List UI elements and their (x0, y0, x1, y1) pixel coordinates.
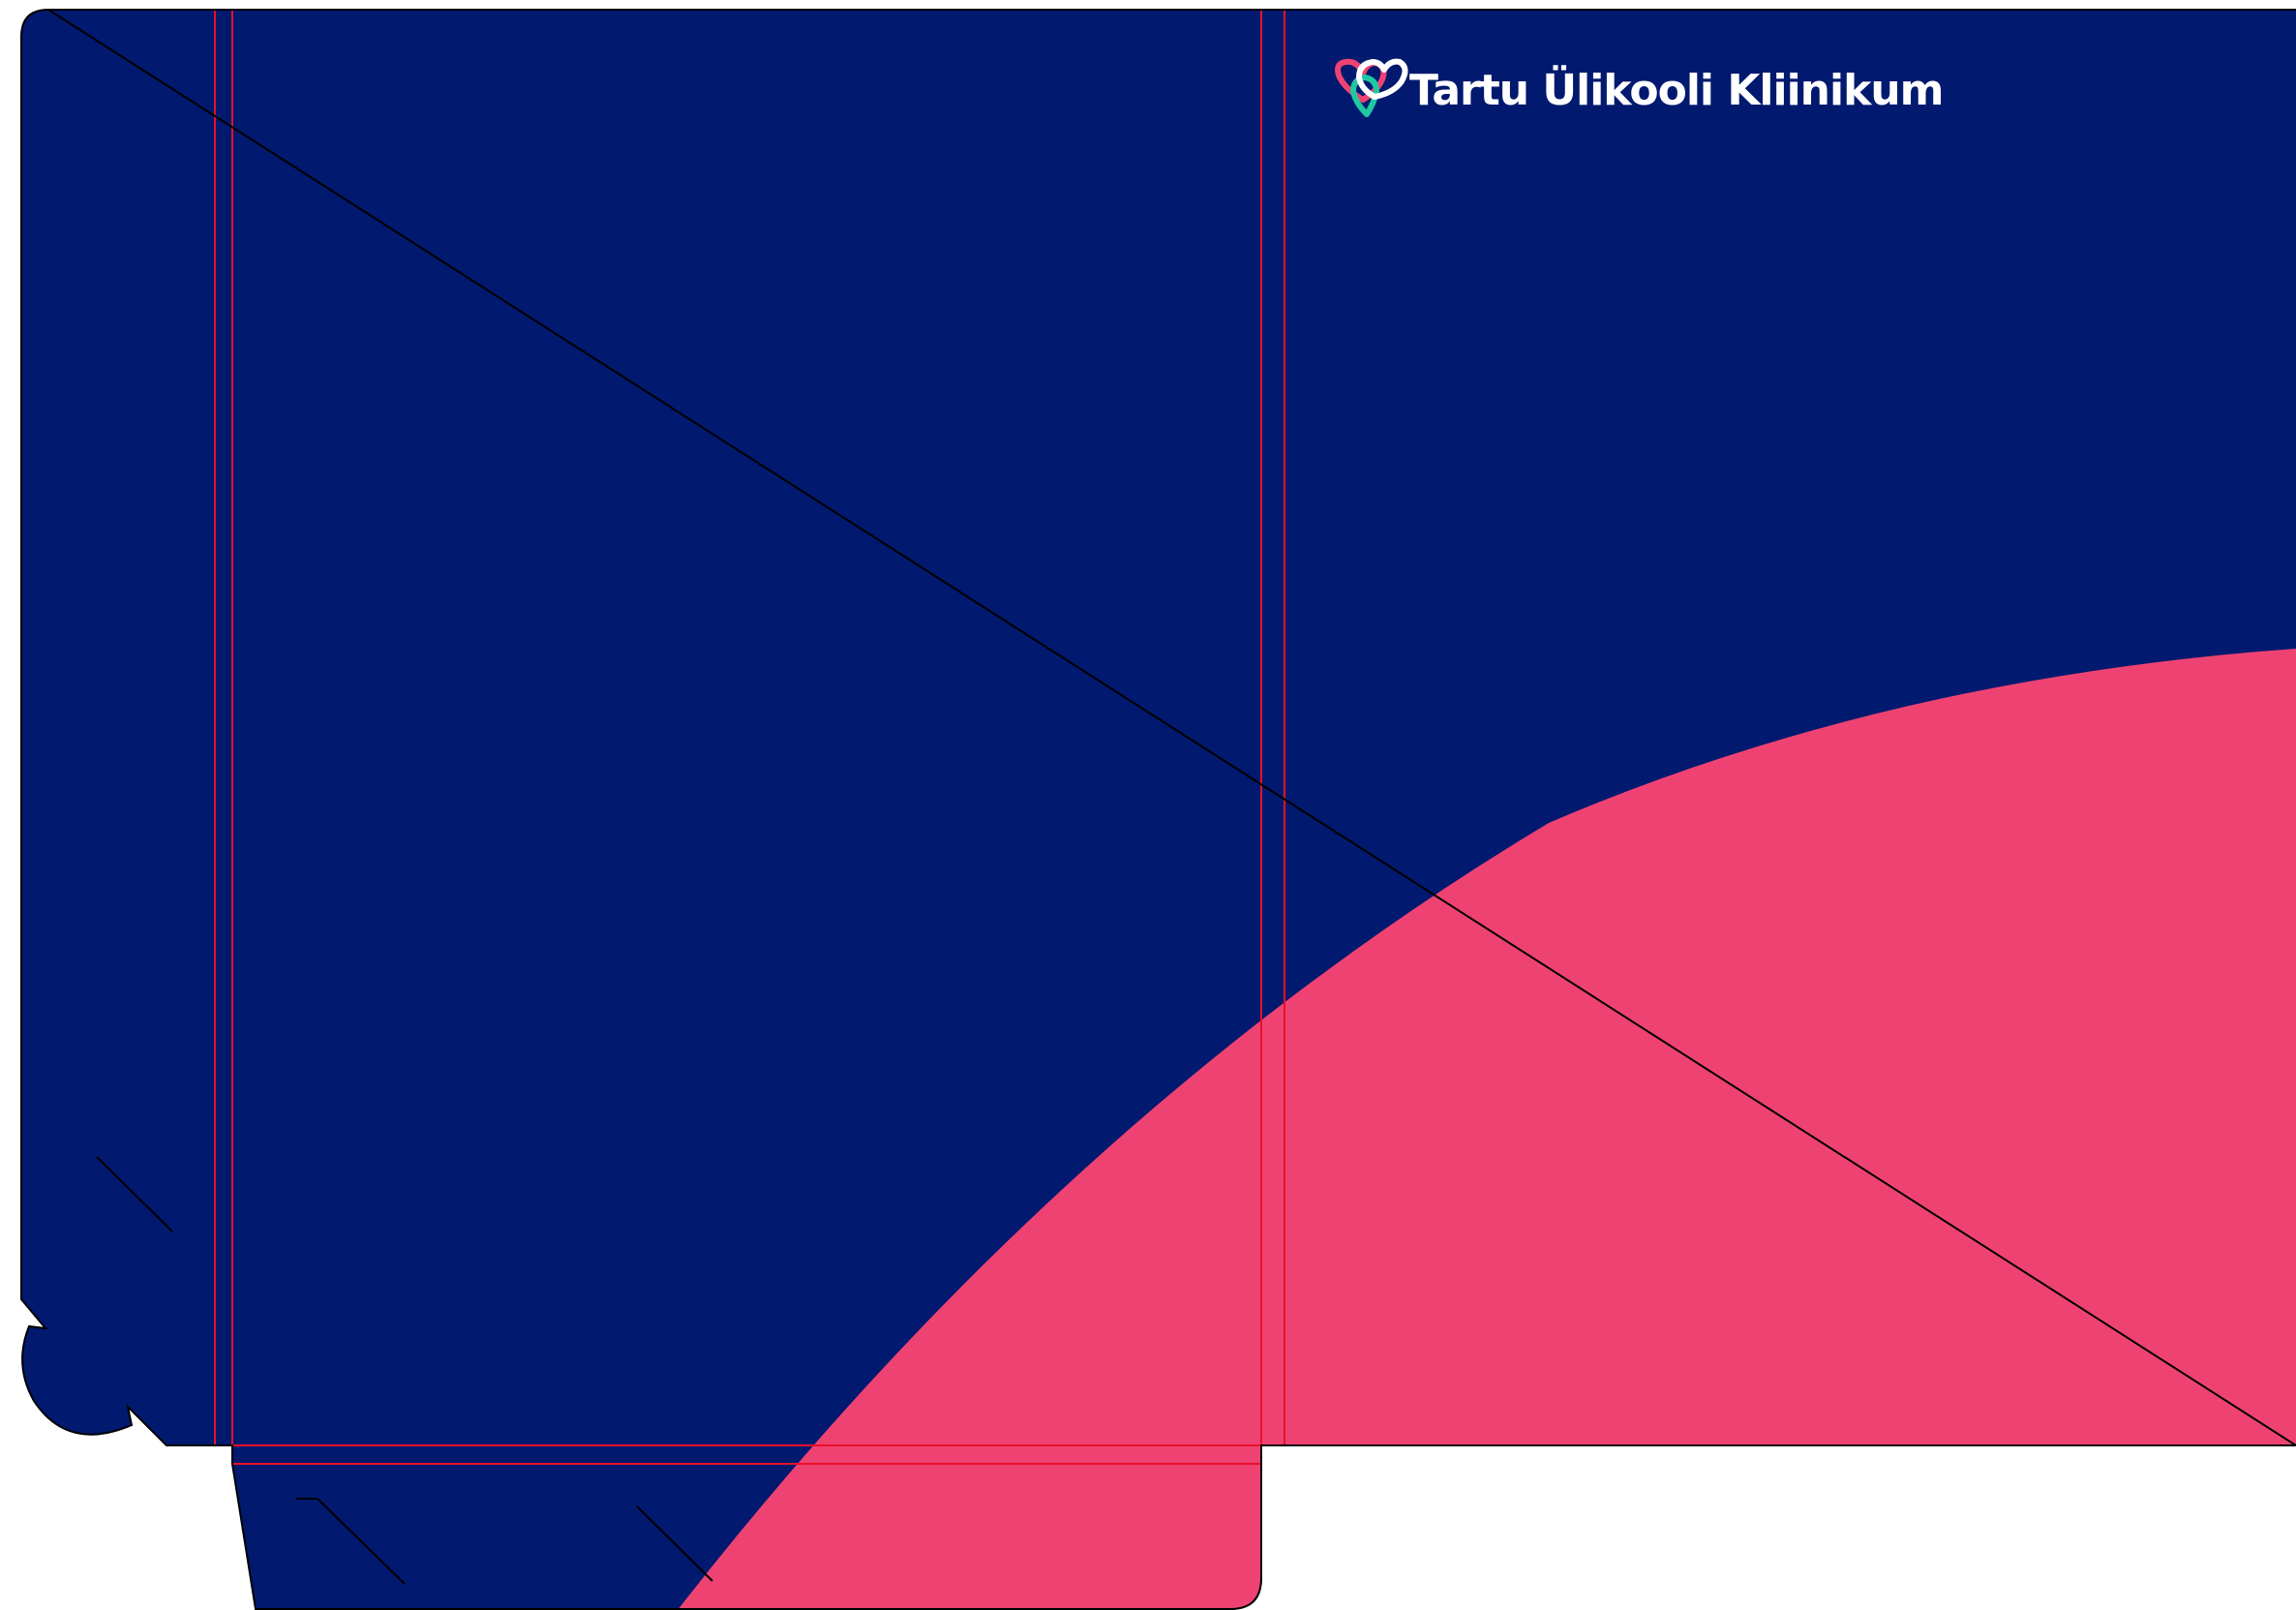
pink-wave-shape (678, 649, 2296, 1609)
brand-logo: Tartu Ülikooli Kliinikum (1335, 58, 1945, 117)
cut-lines (20, 8, 2296, 1610)
card-slit (636, 1505, 713, 1582)
brand-wordmark: Tartu Ülikooli Kliinikum (1409, 64, 1944, 115)
card-slit (317, 1498, 406, 1585)
intertwined-hearts-logo-icon (1335, 58, 1408, 117)
card-slit (96, 1156, 173, 1232)
die-cut-outline (20, 8, 2296, 1610)
fold-lines (214, 10, 1285, 1465)
heart-icon (1356, 58, 1408, 100)
heart-icon (1335, 58, 1387, 103)
